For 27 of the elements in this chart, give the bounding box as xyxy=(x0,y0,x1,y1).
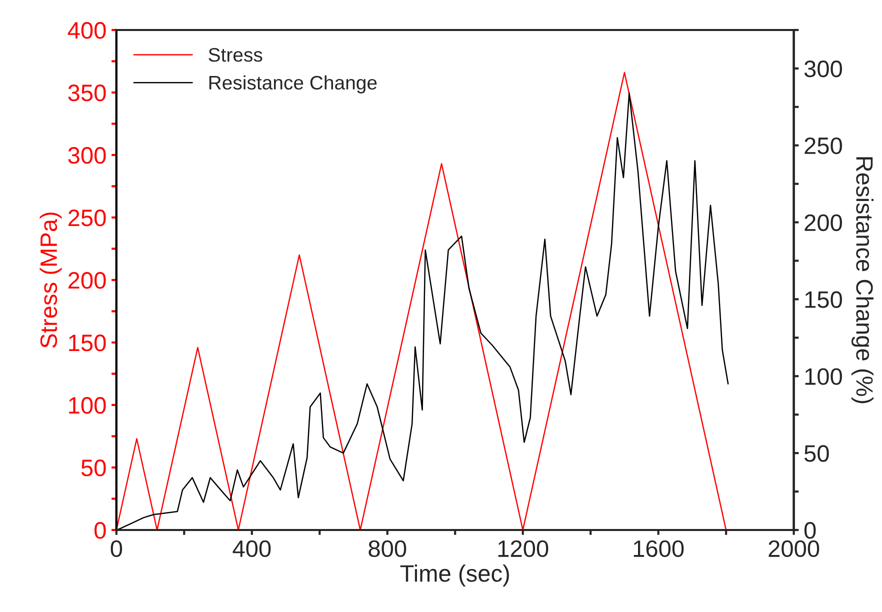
y-tick-label: 400 xyxy=(68,22,106,39)
y-tick-label: 150 xyxy=(69,334,106,352)
y-tick-label: 250 xyxy=(68,210,106,226)
x-tick-label: 2000 xyxy=(768,540,820,558)
x-tick-label: 0 xyxy=(110,540,122,558)
y-tick-label: 50 xyxy=(81,460,106,476)
y-tick-label: 100 xyxy=(69,397,106,414)
y-axis-title: Stress (MPa) xyxy=(40,212,62,348)
y-tick-label: 0 xyxy=(94,522,106,539)
y-tick-label: 200 xyxy=(68,272,106,289)
y2-tick-label: 50 xyxy=(804,445,829,462)
x-tick-label: 1200 xyxy=(498,540,548,558)
y2-tick-label: 100 xyxy=(805,368,842,385)
y2-tick-label: 150 xyxy=(805,291,842,308)
x-axis-title: Time (sec) xyxy=(400,564,509,586)
x-tick-label: 400 xyxy=(232,540,271,558)
x-tick-label: 1600 xyxy=(634,540,684,558)
x-tick-label: 800 xyxy=(368,540,406,558)
legend-label: Resistance Change xyxy=(209,75,377,94)
y2-tick-label: 0 xyxy=(804,522,816,539)
y-tick-label: 350 xyxy=(68,84,106,102)
y2-tick-label: 300 xyxy=(804,60,842,78)
y2-tick-label: 200 xyxy=(804,214,842,232)
y-tick-label: 300 xyxy=(68,147,106,164)
legend-label: Stress xyxy=(208,48,262,62)
y2-tick-label: 250 xyxy=(804,137,842,154)
y2-axis-title: Resistance Change (%) xyxy=(851,157,874,404)
